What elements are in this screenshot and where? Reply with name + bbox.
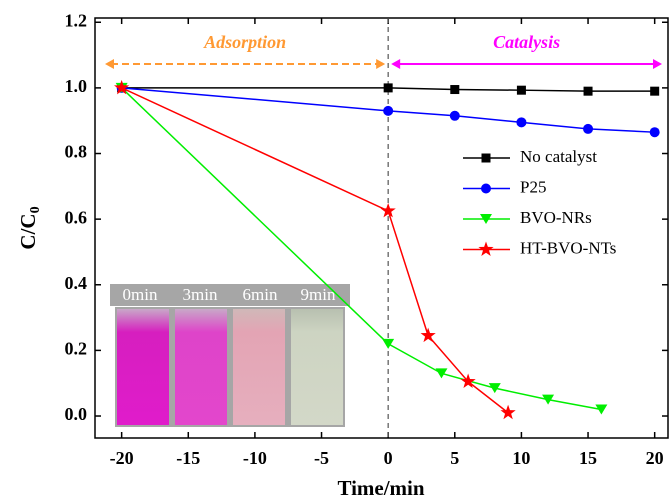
marker <box>488 383 501 394</box>
inset-label: 3min <box>183 285 218 304</box>
y-tick-label: 1.0 <box>65 76 88 96</box>
annotation: Catalysis <box>493 32 560 52</box>
plot-frame <box>94 17 669 439</box>
inset-label-band <box>110 284 350 306</box>
legend-label: HT-BVO-NTs <box>520 238 616 257</box>
vial <box>291 309 343 425</box>
marker <box>650 86 660 96</box>
x-tick-label: 10 <box>512 448 530 468</box>
y-tick-label: 0.0 <box>65 404 88 424</box>
y-tick-label: 1.2 <box>65 10 88 30</box>
marker <box>480 214 492 224</box>
marker <box>481 183 491 194</box>
marker <box>500 404 516 420</box>
legend-label: No catalyst <box>520 147 597 166</box>
marker <box>478 241 494 256</box>
marker <box>583 123 594 134</box>
marker <box>516 117 527 128</box>
marker <box>583 86 593 96</box>
inset-label: 6min <box>243 285 278 304</box>
y-tick-label: 0.6 <box>65 207 88 227</box>
marker <box>449 110 460 121</box>
y-axis-label: C/C0 <box>16 206 43 249</box>
x-tick-label: 20 <box>646 448 664 468</box>
legend-label: BVO-NRs <box>520 208 592 227</box>
x-tick-label: 0 <box>384 448 393 468</box>
marker <box>383 83 393 93</box>
marker <box>450 85 460 95</box>
marker <box>383 105 394 116</box>
x-tick-label: -20 <box>110 448 134 468</box>
marker <box>542 394 555 405</box>
y-tick-label: 0.8 <box>65 142 88 162</box>
marker <box>114 79 130 95</box>
marker <box>595 404 608 415</box>
marker <box>481 153 491 163</box>
x-tick-label: 5 <box>450 448 459 468</box>
legend-label: P25 <box>520 177 546 196</box>
x-tick-label: -10 <box>243 448 267 468</box>
x-axis-label: Time/min <box>337 476 424 500</box>
x-tick-label: -15 <box>176 448 200 468</box>
annotation: Adsorption <box>203 32 286 52</box>
y-tick-label: 0.2 <box>65 339 88 359</box>
marker <box>382 338 395 349</box>
marker <box>380 202 396 218</box>
x-tick-label: -5 <box>314 448 329 468</box>
vial <box>117 309 169 425</box>
marker <box>460 373 476 389</box>
inset-label: 0min <box>123 285 158 304</box>
marker <box>649 127 660 138</box>
marker <box>420 327 436 343</box>
series-line <box>121 87 655 133</box>
inset-label: 9min <box>301 285 336 304</box>
series-line <box>121 87 655 92</box>
vial <box>175 309 227 425</box>
vial <box>233 309 285 425</box>
y-tick-label: 0.4 <box>65 273 88 293</box>
marker <box>516 85 526 95</box>
x-tick-label: 15 <box>579 448 597 468</box>
marker <box>435 368 448 379</box>
